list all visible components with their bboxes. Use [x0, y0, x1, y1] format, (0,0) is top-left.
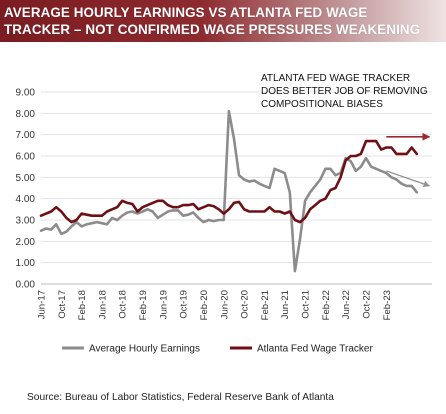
x-tick-label: Jun-18 — [97, 290, 108, 319]
x-tick-label: Jun-21 — [280, 290, 291, 319]
y-tick-label: 2.00 — [16, 237, 36, 248]
x-tick-label: Oct-22 — [361, 290, 372, 319]
x-tick-label: Feb-23 — [382, 290, 393, 320]
x-tick-label: Oct-21 — [301, 290, 312, 319]
x-tick-label: Jun-22 — [341, 290, 352, 319]
chart-title-line1: AVERAGE HOURLY EARNINGS VS ATLANTA FED W… — [4, 5, 368, 20]
x-tick-label: Feb-18 — [77, 290, 88, 320]
annotation-line: ATLANTA FED WAGE TRACKER — [261, 73, 410, 84]
x-tick-label: Feb-20 — [199, 290, 210, 320]
source-note: Source: Bureau of Labor Statistics, Fede… — [27, 392, 334, 403]
x-tick-label: Feb-22 — [321, 290, 332, 320]
x-tick-label: Oct-18 — [118, 290, 129, 319]
series-line-average-hourly-earnings — [39, 109, 419, 273]
x-tick-label: Oct-17 — [57, 290, 68, 319]
x-tick-label: Oct-19 — [179, 290, 190, 319]
y-tick-label: 1.00 — [16, 258, 36, 269]
x-tick-label: Feb-19 — [138, 290, 149, 320]
y-tick-label: 7.00 — [16, 130, 36, 141]
y-tick-label: 5.00 — [16, 173, 36, 184]
annotation-line: COMPOSITIONAL BIASES — [261, 99, 383, 110]
x-tick-label: Jun-19 — [158, 290, 169, 319]
trend-arrow-down — [386, 170, 431, 188]
x-tick-label: Jun-20 — [219, 290, 230, 319]
y-tick-label: 4.00 — [16, 194, 36, 205]
y-tick-label: 6.00 — [16, 152, 36, 163]
x-tick-label: Feb-21 — [260, 290, 271, 320]
title-banner: AVERAGE HOURLY EARNINGS VS ATLANTA FED W… — [0, 0, 446, 42]
y-tick-label: 8.00 — [16, 109, 36, 120]
y-tick-label: 0.00 — [16, 280, 36, 291]
chart-title-line2: TRACKER – NOT CONFIRMED WAGE PRESSURES W… — [4, 22, 421, 37]
x-tick-label: Jun-17 — [37, 290, 48, 319]
y-tick-label: 9.00 — [16, 88, 36, 99]
series-line-atlanta-fed-wage-tracker — [39, 139, 419, 224]
legend-label: Atlanta Fed Wage Tracker — [257, 344, 373, 355]
annotation-line: DOES BETTER JOB OF REMOVING — [261, 86, 428, 97]
y-tick-label: 3.00 — [16, 216, 36, 227]
x-tick-label: Oct-20 — [240, 290, 251, 319]
legend-label: Average Hourly Earnings — [89, 344, 200, 355]
